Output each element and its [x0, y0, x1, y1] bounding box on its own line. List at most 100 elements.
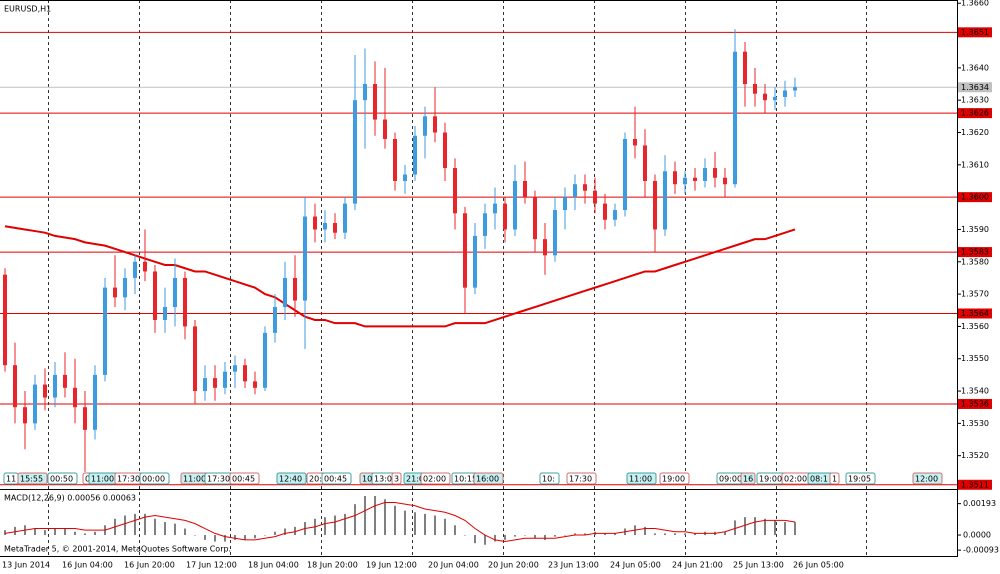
macd-bar [374, 496, 376, 536]
candle-body [433, 116, 437, 133]
event-label: 19:05 [848, 475, 871, 484]
y-tick-label: 1.3640 [961, 63, 989, 72]
y-tick-label: 1.3520 [961, 451, 989, 460]
event-label: 17:30 [569, 475, 592, 484]
candle-body [233, 365, 237, 372]
y-tick-label: 1.3540 [961, 387, 989, 396]
macd-bar [384, 499, 386, 536]
event-box [912, 472, 943, 485]
candle-body [333, 222, 337, 233]
macd-bar [4, 530, 6, 536]
level-label: 1.3564 [961, 309, 989, 318]
candle-body [183, 277, 187, 327]
candle-body [653, 180, 657, 230]
event-label: 12:00 [915, 475, 938, 484]
macd-bar [504, 535, 506, 540]
macd-bar [424, 513, 426, 536]
event-box [17, 472, 48, 485]
macd-bar [734, 520, 736, 536]
macd-bar [184, 528, 186, 536]
macd-bar [344, 513, 346, 536]
macd-bar [724, 531, 726, 536]
event-label: 10:15 [454, 475, 477, 484]
x-tick-label: 13 Jun 2014 [2, 561, 50, 570]
candle-body [783, 90, 787, 97]
macd-bar [164, 522, 166, 536]
level-label-box [958, 247, 992, 258]
event-box [139, 472, 170, 485]
y-tick-label: 1.3580 [961, 257, 989, 266]
macd-y-tick-label: 0.00193 [963, 499, 996, 508]
event-label: 02:00 [423, 475, 446, 484]
y-tick-label: 1.3590 [961, 225, 989, 234]
event-label: 10 [362, 475, 372, 484]
macd-bar [584, 533, 586, 536]
candle-body [743, 51, 747, 85]
macd-bar [774, 520, 776, 536]
macd-bar [394, 505, 396, 536]
candle-body [83, 407, 87, 430]
event-label: 08:1 [810, 475, 828, 484]
event-label: 11:00 [629, 475, 652, 484]
event-label: 13:00 [374, 475, 397, 484]
macd-bar [224, 535, 226, 542]
macd-bar [264, 535, 266, 536]
event-label: 17:30 [207, 475, 230, 484]
event-label: 00:50 [50, 475, 73, 484]
y-tick-label: 1.3610 [961, 160, 989, 169]
candle-body [463, 213, 467, 288]
candle-body [473, 235, 477, 288]
candle-body [123, 277, 127, 298]
macd-bar [144, 513, 146, 536]
event-box [626, 472, 657, 485]
event-label: 17:30 [117, 475, 140, 484]
x-tick-label: 20 Jun 20:00 [488, 561, 539, 570]
macd-bar [784, 522, 786, 536]
x-tick-label: 18 Jun 20:00 [307, 561, 358, 570]
macd-bar [564, 535, 566, 536]
candle-body [323, 222, 327, 230]
candle-body [413, 135, 417, 175]
event-label: 09:00 [719, 475, 742, 484]
macd-bar [34, 528, 36, 536]
event-label: 3 [394, 475, 399, 484]
candle-body [283, 277, 287, 308]
candle-body [553, 210, 557, 256]
event-label: 11 [6, 475, 16, 484]
x-tick-label: 16 Jun 04:00 [62, 561, 113, 570]
event-label: 19:00 [759, 475, 782, 484]
macd-bar [434, 515, 436, 536]
candle-body [663, 171, 667, 230]
candle-body [63, 374, 67, 388]
event-box [845, 472, 876, 485]
macd-bar [14, 526, 16, 536]
event-label: 15:55 [20, 475, 43, 484]
candle-body [693, 177, 697, 181]
level-label: 1.3583 [961, 248, 989, 257]
candle-body [753, 84, 757, 94]
candle-body [343, 203, 347, 233]
candle-body [273, 307, 277, 333]
event-label: 12:40 [279, 475, 302, 484]
macd-bar [194, 535, 196, 536]
macd-bar [474, 535, 476, 544]
event-label: 16:00 [476, 475, 499, 484]
candle-body [523, 180, 527, 198]
macd-bar [674, 533, 676, 536]
candle-body [573, 184, 577, 198]
event-label: 00:45 [232, 475, 255, 484]
macd-bar [604, 533, 606, 536]
macd-label: MACD(12,26,9) 0.00056 0.00063 [4, 494, 136, 503]
candle-body [483, 213, 487, 236]
macd-bar [484, 535, 486, 545]
candle-body [493, 203, 497, 214]
candle-body [313, 216, 317, 230]
x-tick-label: 26 Jun 05:00 [793, 561, 844, 570]
x-tick-label: 23 Jun 13:00 [548, 561, 599, 570]
level-label-box [958, 479, 992, 490]
macd-bar [524, 535, 526, 536]
macd-bar [684, 533, 686, 536]
candle-body [263, 332, 267, 388]
level-label: 1.3626 [961, 109, 989, 118]
